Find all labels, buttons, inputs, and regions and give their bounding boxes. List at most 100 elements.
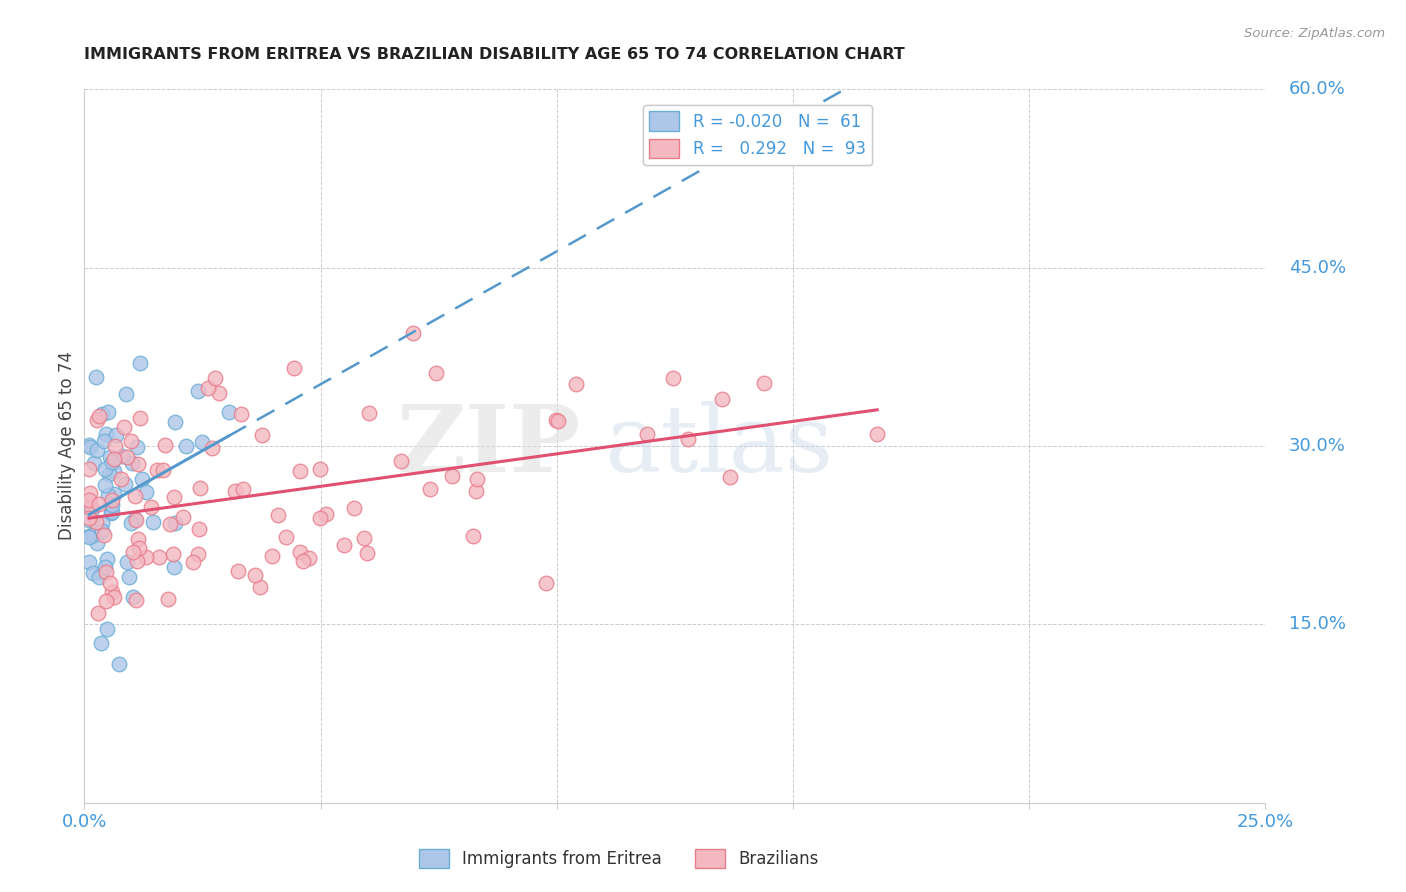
Text: 45.0%: 45.0% — [1289, 259, 1346, 277]
Point — [188, 481, 211, 495]
Point — [163, 490, 186, 504]
Point — [226, 564, 249, 578]
Point — [440, 468, 463, 483]
Point — [141, 500, 163, 514]
Point — [96, 594, 118, 608]
Y-axis label: Disability Age 65 to 74: Disability Age 65 to 74 — [58, 351, 76, 541]
Point — [105, 428, 128, 442]
Point — [752, 376, 775, 390]
Point — [720, 469, 742, 483]
Point — [117, 555, 139, 569]
Point — [101, 498, 124, 512]
Text: 15.0%: 15.0% — [1289, 615, 1346, 633]
Point — [79, 440, 101, 454]
Point — [710, 392, 733, 406]
Point — [181, 555, 204, 569]
Text: ZIP: ZIP — [396, 401, 581, 491]
Point — [353, 531, 375, 545]
Point — [103, 451, 125, 466]
Point — [77, 492, 100, 507]
Point — [121, 456, 143, 470]
Point — [165, 516, 187, 531]
Point — [662, 371, 685, 385]
Point — [262, 549, 284, 564]
Point — [308, 462, 330, 476]
Point — [93, 528, 115, 542]
Point — [152, 463, 174, 477]
Point — [87, 570, 110, 584]
Point — [86, 413, 108, 427]
Point — [267, 508, 290, 523]
Point — [124, 511, 146, 525]
Point — [96, 622, 118, 636]
Point — [108, 657, 131, 671]
Point — [96, 427, 118, 442]
Legend: R = -0.020   N =  61, R =   0.292   N =  93: R = -0.020 N = 61, R = 0.292 N = 93 — [643, 104, 872, 165]
Point — [120, 434, 142, 448]
Point — [90, 407, 112, 421]
Point — [315, 508, 337, 522]
Point — [125, 440, 148, 454]
Point — [118, 570, 141, 584]
Point — [97, 488, 120, 502]
Point — [98, 450, 121, 465]
Point — [93, 477, 115, 491]
Point — [103, 487, 125, 501]
Point — [163, 415, 186, 429]
Point — [276, 530, 298, 544]
Point — [308, 511, 330, 525]
Point — [120, 516, 142, 530]
Point — [546, 413, 568, 427]
Point — [127, 533, 149, 547]
Point — [127, 457, 149, 471]
Point — [84, 370, 107, 384]
Point — [187, 547, 209, 561]
Point — [208, 386, 231, 401]
Point — [77, 462, 100, 476]
Point — [197, 381, 219, 395]
Point — [245, 568, 267, 582]
Point — [101, 584, 124, 599]
Point — [91, 516, 114, 530]
Point — [83, 457, 105, 471]
Point — [97, 404, 120, 418]
Point — [122, 590, 145, 604]
Point — [77, 502, 100, 516]
Point — [128, 541, 150, 556]
Point — [104, 439, 127, 453]
Point — [100, 506, 122, 520]
Point — [288, 545, 311, 559]
Text: IMMIGRANTS FROM ERITREA VS BRAZILIAN DISABILITY AGE 65 TO 74 CORRELATION CHART: IMMIGRANTS FROM ERITREA VS BRAZILIAN DIS… — [84, 47, 905, 62]
Point — [356, 546, 378, 560]
Point — [464, 484, 486, 499]
Point — [128, 356, 150, 370]
Point — [91, 565, 114, 579]
Point — [96, 552, 118, 566]
Point — [101, 455, 124, 469]
Point — [114, 476, 136, 491]
Text: Source: ZipAtlas.com: Source: ZipAtlas.com — [1244, 27, 1385, 40]
Point — [159, 516, 181, 531]
Point — [565, 376, 588, 391]
Point — [101, 505, 124, 519]
Point — [110, 472, 132, 486]
Point — [79, 485, 101, 500]
Point — [101, 492, 124, 507]
Point — [157, 592, 180, 607]
Point — [111, 449, 134, 463]
Point — [115, 387, 138, 401]
Point — [82, 566, 104, 580]
Point — [77, 555, 100, 569]
Point — [204, 370, 226, 384]
Point — [90, 636, 112, 650]
Point — [77, 529, 100, 543]
Point — [77, 511, 100, 525]
Point — [402, 326, 425, 340]
Point — [389, 454, 412, 468]
Point — [425, 366, 447, 380]
Point — [676, 432, 699, 446]
Point — [77, 530, 100, 544]
Point — [82, 528, 104, 542]
Point — [86, 536, 108, 550]
Point — [135, 549, 157, 564]
